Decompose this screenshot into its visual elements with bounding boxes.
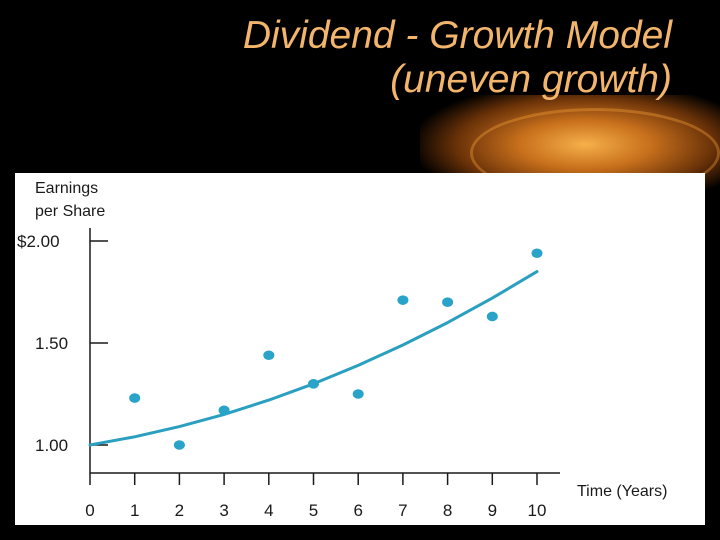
data-point-7 — [397, 295, 409, 305]
y-axis-title-line-1: Earnings — [35, 180, 98, 197]
x-tick-label-9: 9 — [488, 501, 497, 520]
x-tick-label-7: 7 — [398, 501, 407, 520]
x-tick-label-3: 3 — [219, 501, 228, 520]
x-tick-label-6: 6 — [353, 501, 362, 520]
x-tick-label-2: 2 — [175, 501, 184, 520]
trend-line — [88, 270, 539, 447]
title-line-1: Dividend - Growth Model — [242, 14, 672, 57]
data-point-4 — [263, 350, 275, 361]
data-point-3 — [218, 405, 230, 416]
title-line-2: (uneven growth) — [390, 58, 672, 101]
x-tick-label-8: 8 — [443, 501, 452, 520]
data-point-6 — [352, 389, 364, 399]
y-tick-label-1: 1.50 — [35, 334, 68, 353]
y-axis-title-line-2: per Share — [35, 203, 105, 220]
data-point-8 — [442, 297, 454, 307]
x-tick-label-10: 10 — [528, 501, 547, 520]
data-point-2 — [173, 440, 185, 450]
x-tick-label-0: 0 — [85, 501, 94, 520]
data-point-9 — [486, 311, 498, 322]
x-tick-label-5: 5 — [309, 501, 318, 520]
data-point-10 — [531, 248, 543, 259]
y-tick-label-2: 1.00 — [35, 436, 68, 455]
x-tick-label-1: 1 — [130, 501, 139, 520]
earnings-chart: Earnings per Share Time (Years) $2.00 1.5… — [17, 180, 667, 520]
y-tick-label-0: $2.00 — [17, 232, 60, 251]
slide-title: Dividend - Growth Model (uneven growth) — [243, 14, 672, 102]
x-tick-label-4: 4 — [264, 501, 273, 520]
data-point-5 — [308, 379, 319, 389]
x-axis-title: Time (Years) — [577, 483, 667, 500]
chart-panel: Earnings per Share Time (Years) $2.00 1.5… — [15, 173, 705, 525]
data-point-1 — [129, 393, 141, 403]
